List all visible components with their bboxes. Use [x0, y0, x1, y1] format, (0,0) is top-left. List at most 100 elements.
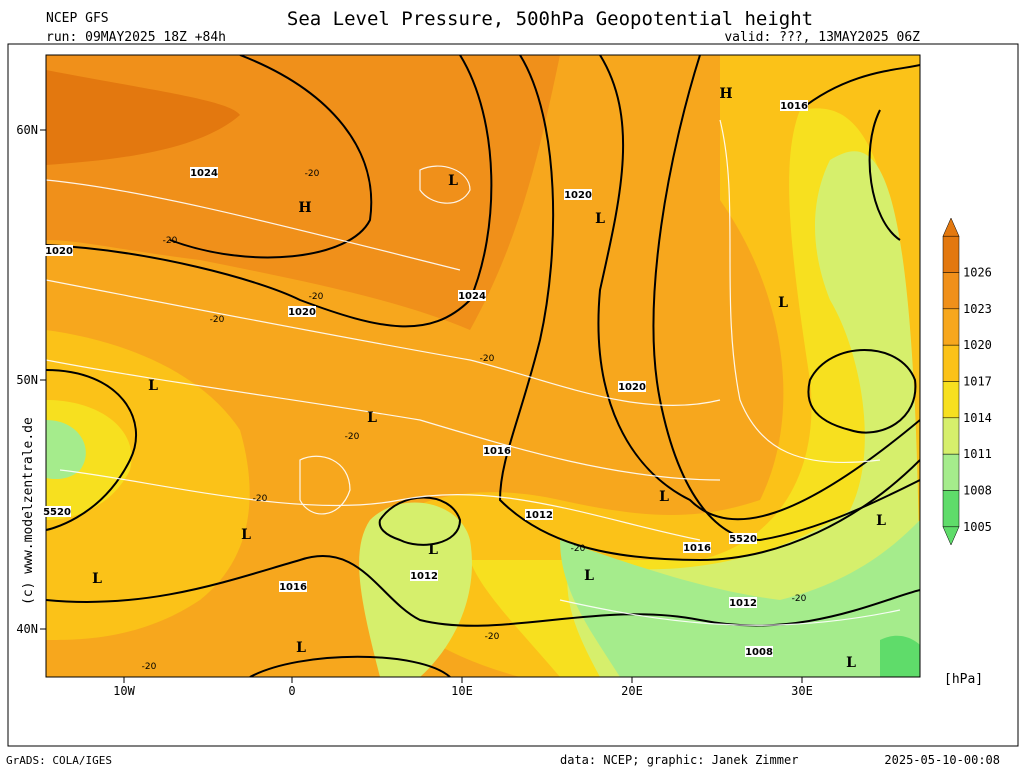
run-info: run: 09MAY2025 18Z +84h [46, 30, 226, 45]
colorbar-swatch [942, 453, 960, 491]
map-title: Sea Level Pressure, 500hPa Geopotential … [287, 8, 813, 30]
isobar-label: 1012 [525, 510, 553, 521]
colorbar-cap [942, 526, 960, 546]
pressure-field [46, 70, 240, 165]
label-box [525, 509, 553, 520]
isobar-label: 5520 [729, 534, 757, 545]
label-box [190, 167, 218, 178]
pressure-center: L [241, 527, 251, 543]
isobar-label: 1016 [683, 543, 711, 554]
pressure-center: L [659, 489, 669, 505]
isobar-label: 1012 [410, 571, 438, 582]
map-area [46, 55, 920, 677]
colorbar-label: 1017 [963, 375, 992, 389]
watermark: (c) www.modelzentrale.de [21, 417, 36, 605]
label-box [288, 306, 316, 317]
label-box [729, 533, 757, 544]
lat-label: 60N [16, 123, 38, 137]
isobar-label: 1008 [745, 647, 773, 658]
colorbar-label: 1026 [963, 266, 992, 280]
pressure-center: L [778, 295, 788, 311]
temp-label: -20 [792, 594, 807, 604]
isobar-label: 1016 [483, 446, 511, 457]
temp-label: -20 [305, 169, 320, 179]
colorbar-cap [942, 217, 960, 237]
isobar-label: 1020 [618, 382, 646, 393]
colorbar-label: 1023 [963, 302, 992, 316]
isobar-label: 1016 [279, 582, 307, 593]
lat-label: 40N [16, 622, 38, 636]
label-box [564, 189, 592, 200]
lon-label: 30E [791, 684, 813, 698]
isobar-label: 1020 [45, 246, 73, 257]
lon-label: 10E [451, 684, 473, 698]
data-credit: data: NCEP; graphic: Janek Zimmer [560, 753, 798, 767]
temp-label: -20 [571, 544, 586, 554]
pressure-center: L [428, 542, 438, 558]
label-box [483, 445, 511, 456]
temp-label: -20 [485, 632, 500, 642]
temp-label: -20 [210, 315, 225, 325]
label-box [683, 542, 711, 553]
pressure-center: L [876, 513, 886, 529]
pressure-field [46, 330, 250, 640]
valid-time: valid: ???, 13MAY2025 06Z [724, 30, 920, 45]
pressure-field [46, 420, 86, 480]
colorbar-swatch [942, 490, 960, 528]
label-box [410, 570, 438, 581]
colorbar-label: 1020 [963, 338, 992, 352]
isobar-label: 1012 [729, 598, 757, 609]
label-box [745, 646, 773, 657]
timestamp: 2025-05-10-00:08 [884, 753, 1000, 767]
colorbar-swatch [942, 235, 960, 273]
unit-label: [hPa] [944, 672, 983, 687]
isobar-label: 1024 [458, 291, 486, 302]
colorbar-swatch [942, 272, 960, 310]
colorbar-swatch [942, 308, 960, 346]
pressure-field [359, 502, 472, 677]
colorbar-label: 1005 [963, 520, 992, 534]
colorbar-swatch [942, 417, 960, 455]
lon-label: 10W [113, 684, 135, 698]
pressure-center: L [148, 378, 158, 394]
lon-label: 20E [621, 684, 643, 698]
pressure-center: L [584, 568, 594, 584]
label-box [45, 245, 73, 256]
height-contours [46, 119, 901, 626]
pressure-center: L [448, 173, 458, 189]
isobar-label: 1016 [780, 101, 808, 112]
temp-label: -20 [345, 432, 360, 442]
isobar-label: 1024 [190, 168, 218, 179]
colorbar-swatch [942, 344, 960, 382]
pressure-center: L [595, 211, 605, 227]
pressure-field [880, 635, 920, 677]
isobars [46, 55, 920, 677]
label-box [279, 581, 307, 592]
isobar-label: 1020 [288, 307, 316, 318]
colorbar-swatch [942, 381, 960, 419]
pressure-center: L [296, 640, 306, 656]
label-box [43, 506, 71, 517]
temp-label: -20 [309, 292, 324, 302]
colorbar-label: 1008 [963, 484, 992, 498]
lon-label: 0 [288, 684, 295, 698]
temp-label: -20 [163, 236, 178, 246]
pressure-field [567, 151, 920, 677]
pressure-center: H [298, 200, 311, 216]
lat-label: 50N [16, 373, 38, 387]
colorbar-label: 1014 [963, 411, 992, 425]
isobar-label: 1020 [564, 190, 592, 201]
pressure-center: L [367, 410, 377, 426]
label-box [729, 597, 757, 608]
temp-label: -20 [253, 494, 268, 504]
software-credit: GrADS: COLA/IGES [6, 754, 112, 767]
temp-label: -20 [142, 662, 157, 672]
outer-frame [7, 43, 1019, 747]
isobar-label: 5520 [43, 507, 71, 518]
colorbar: 1026 1023 1020 1017 1014 1011 1008 1005 [942, 217, 992, 546]
pressure-center: L [92, 571, 102, 587]
label-box [780, 100, 808, 111]
map-frame [45, 54, 921, 678]
pressure-center: L [846, 655, 856, 671]
